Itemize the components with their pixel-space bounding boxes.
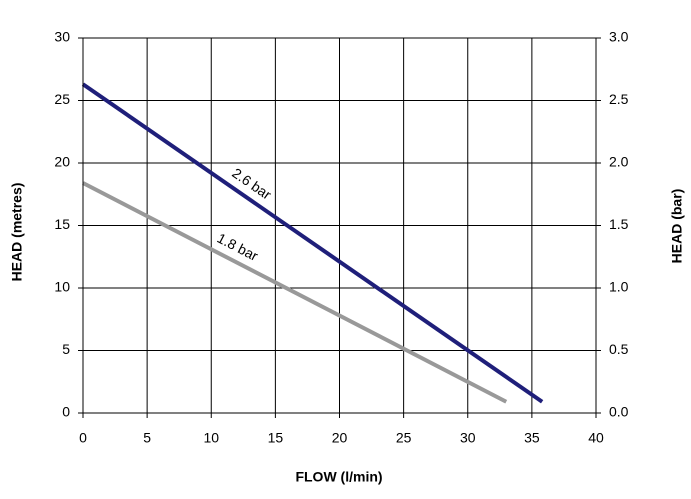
y-tick-label: 25 bbox=[54, 91, 70, 107]
series-line bbox=[82, 181, 508, 404]
x-tick-label: 5 bbox=[143, 430, 151, 446]
x-tick-label: 35 bbox=[524, 430, 540, 446]
x-axis-title: FLOW (l/min) bbox=[295, 469, 382, 485]
y2-tick-label: 1.0 bbox=[609, 279, 629, 295]
y-tick-label: 5 bbox=[62, 341, 70, 357]
y2-tick-label: 0.0 bbox=[609, 404, 629, 420]
x-tick-label: 20 bbox=[332, 430, 348, 446]
plot-frame bbox=[82, 37, 597, 414]
x-tick-label: 0 bbox=[79, 430, 87, 446]
y2-axis-title: HEAD (bar) bbox=[669, 189, 685, 264]
y2-tick-label: 2.0 bbox=[609, 154, 629, 170]
x-tick-label: 15 bbox=[268, 430, 284, 446]
y-tick-label: 20 bbox=[54, 154, 70, 170]
y2-tick-label: 1.5 bbox=[609, 216, 629, 232]
series-label: 2.6 bar bbox=[229, 165, 274, 203]
y-tick-label: 30 bbox=[54, 29, 70, 45]
y2-tick-label: 2.5 bbox=[609, 91, 629, 107]
y-tick-label: 15 bbox=[54, 216, 70, 232]
x-tick-label: 30 bbox=[460, 430, 476, 446]
x-tick-label: 40 bbox=[588, 430, 604, 446]
series-line bbox=[81, 82, 544, 404]
y-tick-label: 10 bbox=[54, 279, 70, 295]
x-tick-label: 10 bbox=[203, 430, 219, 446]
y-tick-label: 0 bbox=[62, 404, 70, 420]
y2-tick-label: 3.0 bbox=[609, 29, 629, 45]
x-tick-label: 25 bbox=[396, 430, 412, 446]
y2-tick-label: 0.5 bbox=[609, 341, 629, 357]
y-axis-title: HEAD (metres) bbox=[9, 183, 25, 282]
series-label: 1.8 bar bbox=[215, 230, 261, 264]
